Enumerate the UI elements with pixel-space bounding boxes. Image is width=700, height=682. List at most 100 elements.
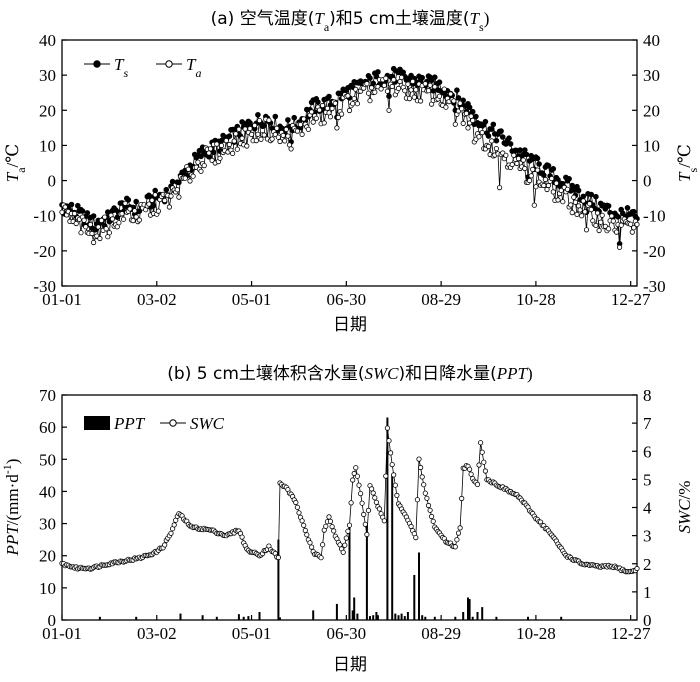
data-point-Ta: [588, 207, 594, 213]
data-point-Ta: [122, 200, 128, 206]
data-point-Ts: [630, 208, 637, 215]
data-point-Ta: [190, 173, 196, 179]
data-point-Ta: [398, 74, 405, 81]
data-point-Ta: [553, 180, 560, 186]
data-point-SWC: [350, 477, 356, 483]
data-point-Ts: [517, 147, 523, 153]
data-point-Ta: [146, 201, 152, 207]
panel-a-ytick-label-right: -20: [643, 242, 666, 261]
bar-PPT: [351, 610, 354, 620]
data-point-Ta: [207, 146, 214, 152]
data-point-Ts: [588, 191, 594, 198]
data-point-SWC: [346, 522, 353, 528]
panel-a-temperature: (a) 空气温度(Ta)和5 cm土壤温度(Ts) 01-01 03-02 05-01…: [3, 8, 700, 335]
data-point-Ta: [417, 98, 424, 104]
data-point-Ta: [583, 227, 590, 233]
bar-PPT: [413, 575, 416, 620]
bar-PPT: [356, 613, 359, 620]
data-point-Ta: [493, 146, 499, 152]
data-point-Ts: [536, 161, 542, 167]
data-point-Ta: [95, 224, 101, 230]
data-point-SWC: [391, 472, 397, 478]
bar-PPT: [421, 615, 424, 620]
data-point-Ta: [383, 75, 389, 81]
panel-a-ytick-label-left: 30: [39, 66, 56, 85]
data-point-SWC: [384, 425, 390, 431]
data-point-SWC: [474, 481, 481, 487]
data-point-Ta: [119, 211, 125, 217]
data-point-Ts: [454, 87, 460, 93]
data-point-SWC: [294, 504, 300, 510]
data-point-Ta: [261, 132, 267, 138]
panel-a-xtick-label: 01-01: [42, 290, 82, 309]
panel-b-xtick-label: 06-30: [327, 624, 367, 643]
panel-a-title: (a) 空气温度(Ta)和5 cm土壤温度(Ts): [211, 8, 490, 34]
data-point-Ts: [550, 166, 557, 172]
data-point-Ta: [319, 102, 326, 109]
data-point-Ta: [411, 94, 417, 100]
panel-b-ytick-label-right: 2: [643, 555, 652, 574]
panel-b-xtick-label: 03-02: [137, 624, 177, 643]
panel-b-title: (b) 5 cm土壤体积含水量(SWC)和日降水量(PPT): [167, 363, 532, 384]
data-point-SWC: [455, 530, 462, 536]
data-point-SWC: [162, 542, 168, 548]
data-point-Ta: [187, 178, 193, 184]
data-point-SWC: [394, 492, 400, 498]
bar-PPT: [467, 597, 469, 620]
data-point-SWC: [372, 495, 378, 501]
legend-label-PPT: PPT: [113, 414, 146, 433]
data-point-SWC: [425, 502, 432, 509]
data-point-Ta: [610, 218, 616, 224]
data-point-Ta: [256, 118, 263, 124]
data-point-Ta: [489, 138, 495, 144]
series-bars-PPT: [98, 417, 563, 620]
data-point-Ta: [485, 143, 492, 149]
bar-PPT: [454, 616, 457, 620]
data-point-SWC: [414, 497, 420, 503]
data-point-SWC: [327, 518, 334, 524]
data-point-SWC: [370, 490, 376, 496]
bar-PPT: [433, 616, 436, 620]
data-point-Ta: [324, 105, 330, 111]
data-point-Ta: [402, 88, 408, 94]
data-point-Ta: [97, 235, 103, 242]
data-point-Ts: [79, 208, 86, 214]
data-point-Ta: [83, 224, 89, 230]
data-point-SWC: [364, 531, 370, 538]
data-point-Ts: [337, 90, 343, 97]
bar-PPT: [179, 613, 182, 620]
data-point-SWC: [301, 522, 307, 528]
data-point-Ta: [168, 193, 174, 199]
data-point-Ta: [413, 87, 419, 93]
data-point-Ts: [255, 112, 261, 118]
panel-b-ytick-label-right: 3: [643, 527, 652, 546]
data-point-Ts: [466, 104, 473, 111]
data-point-Ta: [460, 120, 466, 127]
data-point-Ta: [185, 166, 191, 172]
data-point-Ta: [534, 167, 541, 173]
data-point-Ta: [316, 107, 323, 113]
data-point-Ta: [332, 100, 338, 106]
panel-b-ytick-label-left: 70: [39, 386, 56, 405]
data-point-SWC: [413, 534, 419, 541]
panel-a-plot-frame: [61, 39, 638, 287]
data-point-Ta: [327, 114, 334, 120]
bar-PPT: [279, 617, 281, 620]
data-point-SWC: [416, 456, 422, 462]
data-point-Ta: [132, 208, 138, 214]
data-point-Ta: [98, 217, 105, 223]
data-point-SWC: [481, 459, 487, 465]
data-point-Ta: [310, 119, 316, 125]
data-point-Ta: [616, 244, 623, 250]
bar-PPT: [476, 612, 479, 620]
bar-PPT: [403, 616, 406, 620]
panel-a-xtick-label: 05-01: [232, 290, 272, 309]
data-point-SWC: [424, 495, 430, 501]
panel-a-xtick-label: 08-29: [421, 290, 461, 309]
bar-PPT: [215, 616, 218, 620]
data-point-Ta: [509, 161, 515, 168]
data-point-Ts: [315, 99, 321, 105]
data-point-SWC: [468, 471, 474, 477]
data-point-Ta: [233, 131, 239, 137]
data-point-Ta: [364, 81, 370, 87]
